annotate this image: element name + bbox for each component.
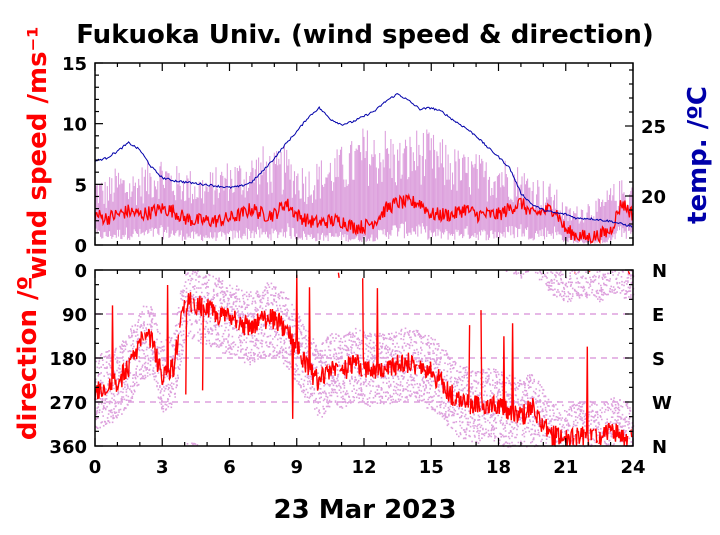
gust-series-layer [95,129,632,244]
mean-direction-line [585,347,588,446]
x-tick-label: 9 [290,457,303,478]
speed-tick-label: 0 [74,236,87,257]
compass-tick-label: W [652,393,672,414]
speed-tick-label: 15 [62,54,87,75]
mean-direction-line [338,273,339,278]
compass-tick-label: N [652,437,667,458]
compass-tick-label: E [652,305,664,326]
axis-ticks: 0 3 6 9 12 15 18 21 24 0 5 10 15 20 25 0 90 180 270 360 N E S W… [49,54,672,478]
direction-tick-label: 180 [49,349,87,370]
x-tick-label: 3 [156,457,169,478]
speed-tick-label: 5 [74,175,87,196]
direction-tick-label: 270 [49,393,87,414]
chart-title: Fukuoka Univ. (wind speed & direction) [76,20,654,50]
mean-direction-line [95,305,143,400]
mean-direction-line [576,427,584,446]
date-axis-label: 23 Mar 2023 [274,495,457,525]
x-tick-label: 0 [89,457,102,478]
temperature-axis-label: temp. /ºC [683,86,713,224]
x-tick-label: 15 [419,457,444,478]
gust-direction-points [95,270,634,448]
gust-direction-scatter-layer [95,270,634,448]
x-tick-label: 24 [620,457,645,478]
speed-tick-label: 10 [62,115,87,136]
mean-direction-line [363,278,417,378]
x-tick-label: 6 [223,457,236,478]
wind-speed-axis-label: wind speed /ms⁻¹ [23,26,53,279]
mean-direction-line [589,271,590,272]
x-tick-label: 18 [486,457,511,478]
direction-tick-label: 360 [49,437,87,458]
compass-tick-label: N [652,261,667,282]
axes-frames [95,63,633,446]
direction-tick-label: 90 [62,305,87,326]
direction-axis-label: direction /º [13,276,43,440]
x-tick-label: 12 [351,457,376,478]
compass-tick-label: S [652,349,665,370]
mean-direction-line [470,396,480,415]
x-tick-label: 21 [553,457,578,478]
direction-tick-label: 0 [74,261,87,282]
temp-tick-label: 20 [641,187,666,208]
mean-direction-line [301,287,338,390]
temp-tick-label: 25 [641,117,666,138]
